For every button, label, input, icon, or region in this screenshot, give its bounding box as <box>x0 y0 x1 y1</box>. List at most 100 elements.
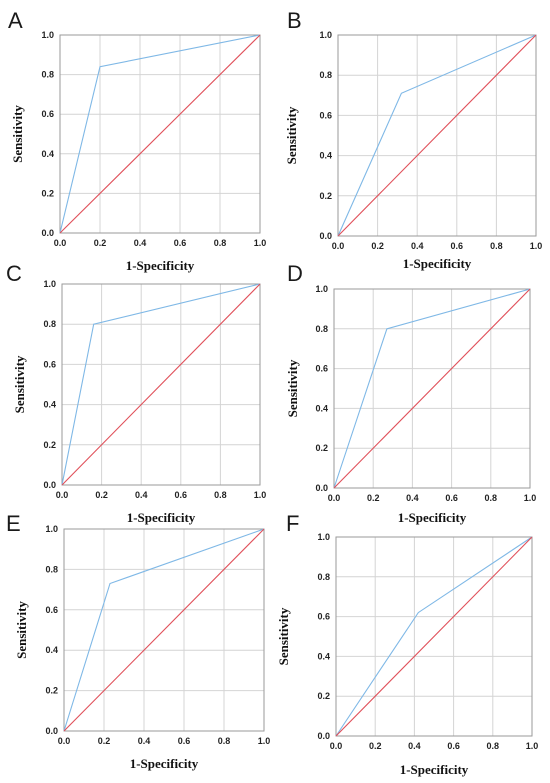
x-tick-label: 0.2 <box>98 736 111 746</box>
y-tick-label: 0.0 <box>41 228 54 238</box>
x-tick-label: 0.8 <box>214 238 227 248</box>
x-tick-label: 0.2 <box>369 741 382 751</box>
panel-letter: D <box>287 261 303 286</box>
y-tick-label: 0.4 <box>45 645 58 655</box>
x-tick-label: 1.0 <box>526 741 539 751</box>
x-tick-label: 0.4 <box>411 241 424 251</box>
panel-b: 0.0 0.2 0.4 0.6 0.8 1.0 0.0 0.2 0.4 0.6 0.8 1.0 1-Sp… <box>284 8 542 271</box>
y-tick-label: 0.8 <box>45 564 58 574</box>
roc-curve <box>63 528 265 732</box>
y-tick-label: 0.0 <box>43 480 56 490</box>
y-tick-label: 0.0 <box>317 731 330 741</box>
x-tick-label: 0.6 <box>175 490 188 500</box>
y-tick-label: 0.8 <box>43 319 56 329</box>
panel-letter: F <box>286 511 299 536</box>
x-tick-label: 0.6 <box>451 241 464 251</box>
y-tick-label: 0.0 <box>315 483 328 493</box>
y-tick-label: 0.2 <box>41 188 54 198</box>
roc-curve <box>333 288 531 489</box>
panel-d: 0.0 0.2 0.4 0.6 0.8 1.0 0.0 0.2 0.4 0.6 0.8 1.0 1-Sp… <box>285 261 536 525</box>
reference-line <box>63 528 265 732</box>
x-tick-label: 0.2 <box>94 238 107 248</box>
x-tick-label: 0.6 <box>447 741 460 751</box>
x-tick-label: 0.4 <box>134 238 147 248</box>
y-tick-label: 0.6 <box>319 110 332 120</box>
x-tick-label: 0.8 <box>485 493 498 503</box>
y-tick-label: 1.0 <box>319 30 332 40</box>
y-tick-label: 0.0 <box>45 726 58 736</box>
y-axis-title: Sensitivity <box>14 601 29 659</box>
x-axis-title: 1-Specificity <box>130 756 199 771</box>
x-tick-label: 0.8 <box>490 241 503 251</box>
x-axis-title: 1-Specificity <box>398 510 467 525</box>
y-tick-label: 0.2 <box>45 686 58 696</box>
y-tick-label: 0.4 <box>315 403 328 413</box>
x-axis-title: 1-Specificity <box>126 258 195 273</box>
y-tick-label: 0.8 <box>41 70 54 80</box>
panel-f: 0.0 0.2 0.4 0.6 0.8 1.0 0.0 0.2 0.4 0.6 0.8 1.0 1-Sp… <box>276 511 538 777</box>
y-tick-label: 0.6 <box>41 109 54 119</box>
y-tick-label: 1.0 <box>315 284 328 294</box>
plot-frame <box>335 536 533 737</box>
y-tick-label: 1.0 <box>317 532 330 542</box>
plot-frame <box>61 283 261 486</box>
reference-line <box>335 536 533 737</box>
x-tick-label: 0.0 <box>328 493 341 503</box>
panel-a: 0.0 0.2 0.4 0.6 0.8 1.0 0.0 0.2 0.4 0.6 0.8 1.0 1-Sp… <box>8 8 266 273</box>
reference-line <box>337 34 537 237</box>
x-tick-label: 0.8 <box>214 490 227 500</box>
x-tick-label: 1.0 <box>258 736 271 746</box>
x-tick-label: 0.6 <box>445 493 458 503</box>
roc-curve <box>335 536 533 737</box>
y-tick-label: 0.8 <box>319 70 332 80</box>
panel-letter: C <box>6 261 22 286</box>
panel-c: 0.0 0.2 0.4 0.6 0.8 1.0 0.0 0.2 0.4 0.6 0.8 1.0 1-Sp… <box>6 261 266 525</box>
y-tick-label: 0.6 <box>317 612 330 622</box>
y-tick-label: 0.6 <box>45 605 58 615</box>
y-tick-label: 0.2 <box>315 443 328 453</box>
plot-frame <box>333 288 531 489</box>
panel-letter: B <box>287 8 302 33</box>
y-tick-label: 0.2 <box>317 691 330 701</box>
x-axis-title: 1-Specificity <box>400 762 469 777</box>
x-tick-label: 0.4 <box>138 736 151 746</box>
x-tick-label: 0.2 <box>95 490 108 500</box>
x-tick-label: 0.6 <box>174 238 187 248</box>
y-tick-label: 0.6 <box>315 364 328 374</box>
y-tick-label: 0.0 <box>319 231 332 241</box>
y-tick-label: 0.4 <box>319 151 332 161</box>
y-tick-label: 1.0 <box>43 279 56 289</box>
x-tick-label: 0.6 <box>178 736 191 746</box>
roc-curve <box>61 283 261 486</box>
y-axis-title: Sensitivity <box>276 607 291 665</box>
y-axis-title: Sensitivity <box>12 355 27 413</box>
y-tick-label: 0.4 <box>41 149 54 159</box>
x-tick-label: 0.4 <box>408 741 421 751</box>
y-tick-label: 1.0 <box>45 524 58 534</box>
panel-letter: A <box>8 8 23 33</box>
x-tick-label: 0.8 <box>218 736 231 746</box>
y-tick-label: 0.8 <box>315 324 328 334</box>
panel-letter: E <box>6 511 21 536</box>
x-tick-label: 1.0 <box>530 241 543 251</box>
y-tick-label: 0.2 <box>43 440 56 450</box>
x-tick-label: 0.0 <box>332 241 345 251</box>
y-tick-label: 0.2 <box>319 191 332 201</box>
plot-frame <box>63 528 265 732</box>
y-tick-label: 0.4 <box>317 651 330 661</box>
x-tick-label: 1.0 <box>524 493 537 503</box>
x-tick-label: 0.0 <box>56 490 69 500</box>
panel-e: 0.0 0.2 0.4 0.6 0.8 1.0 0.0 0.2 0.4 0.6 0.8 1.0 1-Sp… <box>6 511 270 771</box>
x-tick-label: 0.4 <box>406 493 419 503</box>
y-tick-label: 0.8 <box>317 572 330 582</box>
x-tick-label: 0.8 <box>487 741 500 751</box>
y-axis-title: Sensitivity <box>10 105 25 163</box>
x-axis-title: 1-Specificity <box>127 510 196 525</box>
x-tick-label: 0.2 <box>371 241 384 251</box>
reference-line <box>61 283 261 486</box>
roc-curve <box>337 34 537 237</box>
x-tick-label: 0.4 <box>135 490 148 500</box>
roc-curve <box>59 34 261 234</box>
y-axis-title: Sensitivity <box>284 106 299 164</box>
